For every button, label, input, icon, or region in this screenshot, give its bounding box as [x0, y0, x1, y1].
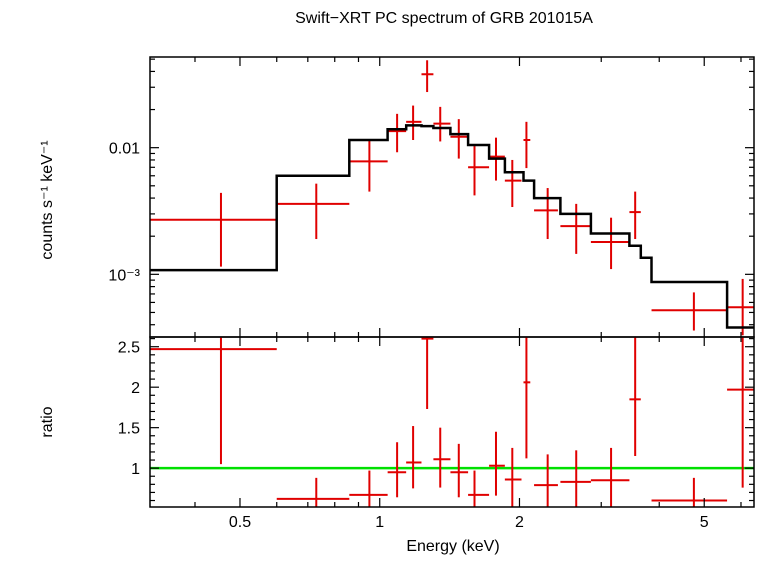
y-tick-label: 0.01 [109, 141, 140, 158]
x-tick-label: 2 [515, 514, 524, 531]
x-axis-label: Energy (keV) [406, 538, 499, 555]
x-tick-label: 5 [700, 514, 709, 531]
ratio-data-point [489, 431, 505, 496]
ratio-data-point [450, 443, 469, 498]
ratio-data-point [421, 337, 434, 410]
x-tick-label: 0.5 [229, 514, 251, 531]
chart-title: Swift−XRT PC spectrum of GRB 201015A [295, 10, 593, 27]
spectrum-data-point [450, 119, 469, 159]
spectrum-data-point [504, 159, 522, 208]
y-tick-label: 2.5 [118, 340, 140, 357]
spectrum-data-point [651, 292, 728, 331]
spectrum-data-point [727, 278, 754, 336]
ratio-data-point [406, 426, 422, 489]
spectrum-data-point [406, 105, 422, 140]
ratio-data-point [433, 427, 451, 488]
ratio-data-point [651, 477, 728, 507]
y-tick-label: 10⁻³ [108, 267, 140, 284]
ratio-frame [149, 336, 755, 508]
spectrum-data-point [349, 139, 388, 192]
spectrum-panel: 0.01 10⁻³ [108, 56, 755, 338]
y-tick-label: 1 [131, 461, 140, 478]
ratio-data-point [349, 470, 388, 507]
spectrum-y-axis-label: counts s⁻¹ keV⁻¹ [39, 140, 56, 259]
ratio-data-point [150, 337, 277, 465]
spectrum-data-point [590, 217, 630, 270]
spectrum-data-point [433, 106, 451, 142]
model-step-line [150, 124, 754, 329]
spectrum-data-point [523, 121, 531, 169]
y-tick-label: 1.5 [118, 421, 140, 438]
spectrum-frame [149, 56, 755, 338]
spectrum-data-point [421, 60, 434, 93]
ratio-y-axis-label: ratio [39, 406, 56, 437]
spectrum-data-point [560, 203, 591, 254]
spectrum-data-point [150, 192, 277, 267]
ratio-data-point [727, 337, 754, 488]
x-tick-label: 1 [375, 514, 384, 531]
spectrum-data-point [468, 146, 490, 196]
ratio-data-point [468, 470, 490, 507]
spectrum-data-point [534, 188, 558, 240]
ratio-data-point [387, 442, 407, 498]
ratio-panel: 1 1.5 2 2.5 0.5 1 2 5 [118, 336, 755, 531]
ratio-data-point [560, 450, 591, 507]
ratio-data-point [629, 337, 641, 456]
spectrum-data-point [629, 191, 641, 240]
spectrum-data-point [387, 113, 407, 153]
ratio-data-point [504, 447, 522, 507]
ratio-data-point [590, 447, 630, 507]
y-tick-label: 2 [131, 380, 140, 397]
ratio-data-point [523, 337, 531, 459]
ratio-data-point [534, 454, 558, 507]
spectrum-data-point [276, 183, 350, 240]
ratio-data-point [276, 477, 350, 507]
